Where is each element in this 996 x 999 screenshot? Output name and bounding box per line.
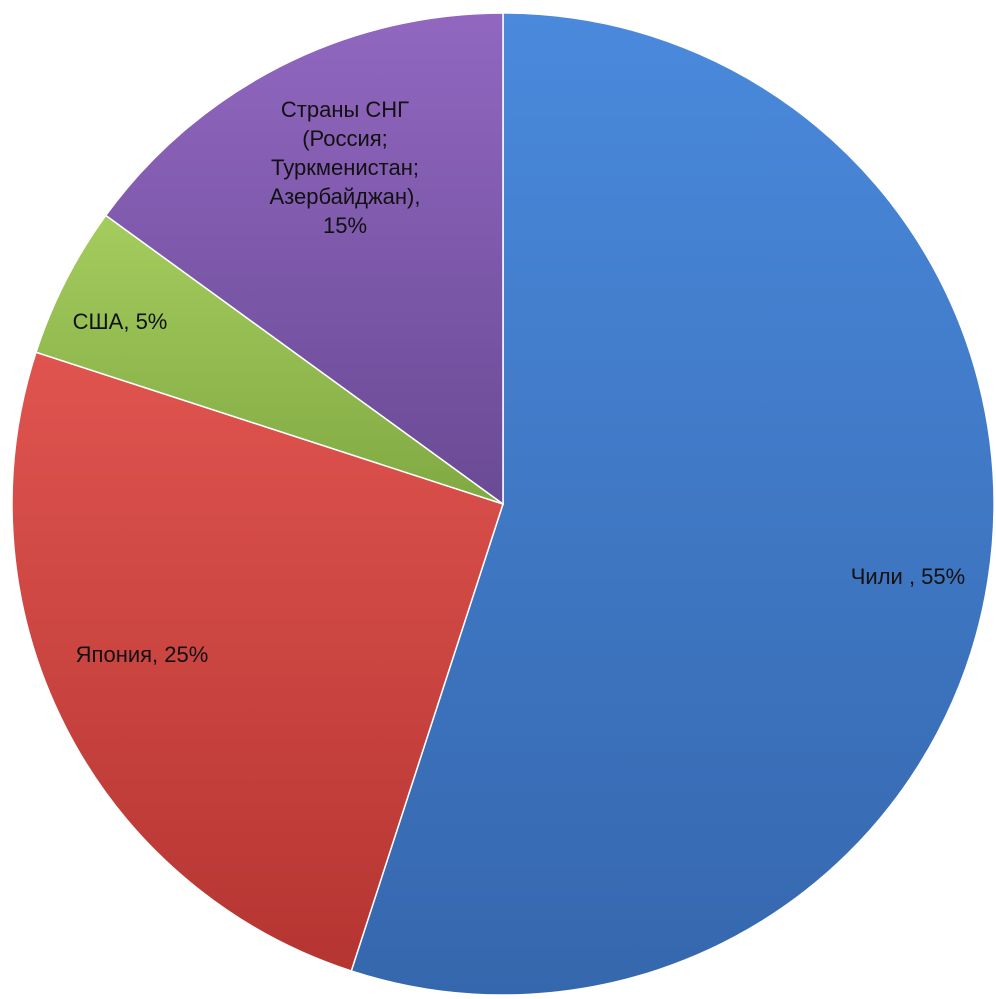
slice-label-1: Чили , 55% xyxy=(851,564,965,589)
slice-label-line: США, 5% xyxy=(73,309,168,334)
slice-label-line: Япония, 25% xyxy=(76,642,209,667)
pie-slice-1 xyxy=(350,12,995,996)
slice-label-4: Страны СНГ (Россия; Туркменистан; Азербайдж… xyxy=(270,97,421,238)
pie-slice-2 xyxy=(11,351,504,972)
pie-slice-3 xyxy=(35,214,504,505)
pie-slices xyxy=(11,12,995,996)
slice-label-3: США, 5% xyxy=(73,309,168,334)
pie-labels: Чили , 55% Япония, 25% США, 5% Страны СНГ (Р… xyxy=(73,97,966,667)
slice-label-line: Туркменистан; xyxy=(271,155,419,180)
slice-label-line: 15% xyxy=(323,213,367,238)
slice-label-line: (Россия; xyxy=(302,126,388,151)
slice-label-line: Страны СНГ xyxy=(281,97,409,122)
slice-label-2: Япония, 25% xyxy=(76,642,209,667)
pie-slice-4 xyxy=(104,12,504,506)
slice-label-line: Чили , 55% xyxy=(851,564,965,589)
slice-label-line: Азербайджан), xyxy=(270,184,421,209)
